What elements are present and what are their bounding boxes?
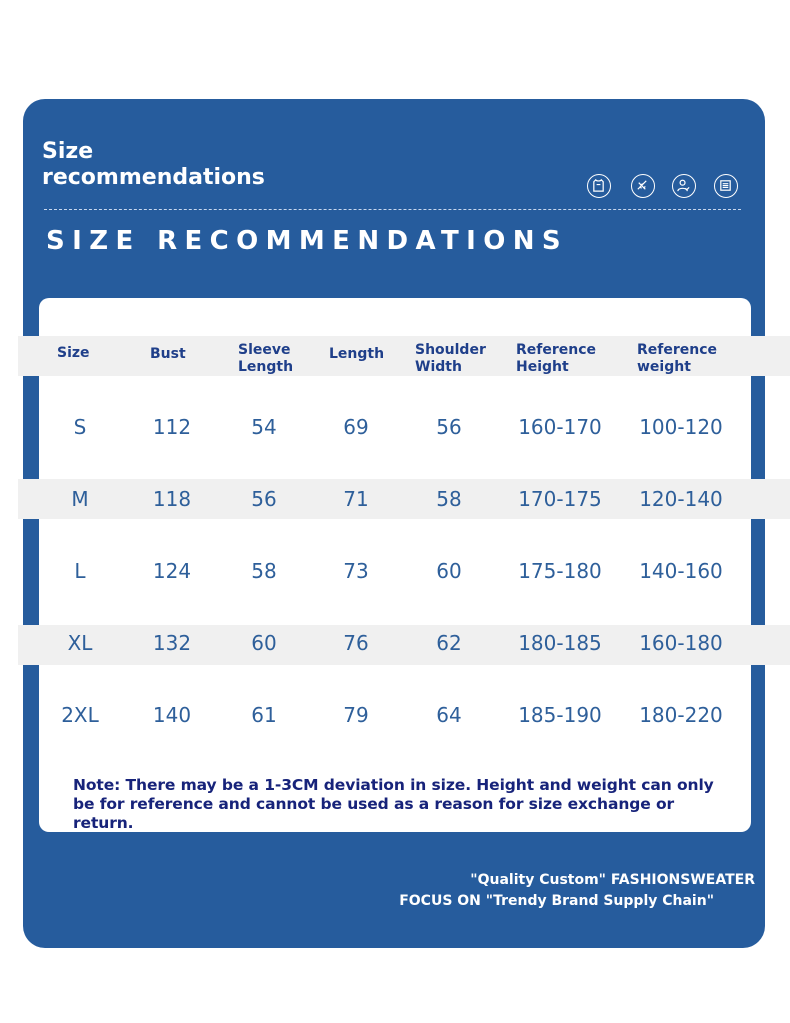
- table-row: 2XL 140 61 79 64 185-190 180-220: [0, 703, 790, 727]
- cell-length: 73: [343, 559, 369, 583]
- header-reference-weight: Reference weight: [637, 342, 718, 375]
- shirt-icon: [587, 174, 611, 198]
- footer-tagline-1: "Quality Custom" FASHIONSWEATER: [470, 872, 755, 888]
- cell-shoulder: 62: [436, 631, 462, 655]
- size-table-panel: [39, 298, 751, 832]
- cell-length: 69: [343, 415, 369, 439]
- cell-height: 170-175: [518, 487, 602, 511]
- cell-bust: 132: [152, 631, 192, 655]
- cell-height: 175-180: [518, 559, 602, 583]
- footer-tagline-2: FOCUS ON "Trendy Brand Supply Chain": [399, 893, 714, 909]
- table-row: M 118 56 71 58 170-175 120-140: [0, 487, 790, 511]
- header-bust: Bust: [150, 346, 186, 362]
- cell-bust: 118: [152, 487, 192, 511]
- cell-shoulder: 56: [436, 415, 462, 439]
- cell-sleeve: 58: [251, 559, 277, 583]
- cell-length: 76: [343, 631, 369, 655]
- cell-sleeve: 54: [251, 415, 277, 439]
- table-row: L 124 58 73 60 175-180 140-160: [0, 559, 790, 583]
- cell-height: 180-185: [518, 631, 602, 655]
- cell-size: XL: [67, 631, 93, 655]
- person-check-icon: [672, 174, 696, 198]
- cell-height: 185-190: [518, 703, 602, 727]
- header-shoulder-width: Shoulder Width: [415, 342, 486, 375]
- size-note: Note: There may be a 1-3CM deviation in …: [73, 776, 714, 832]
- header-sleeve-length: Sleeve Length: [238, 342, 294, 375]
- cell-length: 79: [343, 703, 369, 727]
- header-title-line1: Size: [42, 139, 94, 164]
- size-list-icon: [714, 174, 738, 198]
- cell-size: 2XL: [61, 703, 99, 727]
- cell-weight: 100-120: [639, 415, 723, 439]
- cell-sleeve: 60: [251, 631, 277, 655]
- section-title: SIZE RECOMMENDATIONS: [46, 226, 568, 256]
- row-stripe-m: [18, 479, 790, 519]
- header-reference-height: Reference Height: [516, 342, 597, 375]
- cell-weight: 120-140: [639, 487, 723, 511]
- cell-sleeve: 56: [251, 487, 277, 511]
- header-stripe: [18, 336, 790, 376]
- cell-weight: 160-180: [639, 631, 723, 655]
- cell-weight: 140-160: [639, 559, 723, 583]
- cell-bust: 112: [152, 415, 192, 439]
- header-length: Length: [329, 346, 385, 362]
- cell-shoulder: 60: [436, 559, 462, 583]
- cell-bust: 124: [152, 559, 192, 583]
- cell-sleeve: 61: [251, 703, 277, 727]
- tape-measure-icon: [631, 174, 655, 198]
- header-title-line2: recommendations: [42, 165, 265, 190]
- cell-shoulder: 58: [436, 487, 462, 511]
- header-title: Size recommendations: [42, 139, 342, 191]
- cell-length: 71: [343, 487, 369, 511]
- table-row: S 112 54 69 56 160-170 100-120: [0, 415, 790, 439]
- cell-size: L: [74, 559, 86, 583]
- table-header-row: Size Bust Sleeve Length Length Shoulder Wi…: [0, 342, 790, 378]
- cell-weight: 180-220: [639, 703, 723, 727]
- cell-height: 160-170: [518, 415, 602, 439]
- cell-bust: 140: [152, 703, 192, 727]
- header-size: Size: [57, 345, 90, 361]
- table-row: XL 132 60 76 62 180-185 160-180: [0, 631, 790, 655]
- divider-dashed: [44, 209, 741, 210]
- row-stripe-xl: [18, 625, 790, 665]
- cell-size: S: [73, 415, 87, 439]
- cell-size: M: [71, 487, 89, 511]
- cell-shoulder: 64: [436, 703, 462, 727]
